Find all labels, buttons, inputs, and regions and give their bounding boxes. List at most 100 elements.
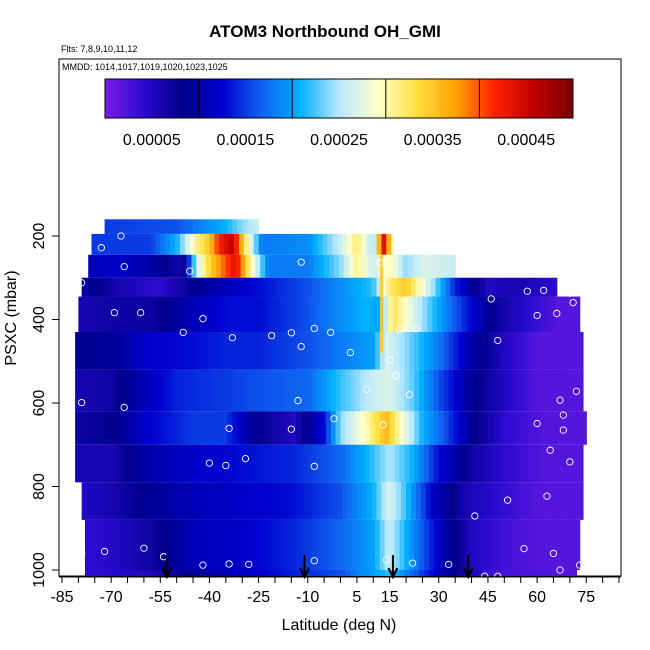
heatmap-cell — [386, 233, 392, 255]
heatmap-cell — [252, 570, 258, 576]
heatmap-cell — [433, 519, 440, 570]
heatmap-cell — [365, 332, 371, 370]
heatmap-cell — [89, 519, 96, 570]
heatmap-cell — [568, 482, 574, 520]
heatmap-cell — [332, 233, 338, 255]
heatmap-cell — [197, 219, 204, 234]
heatmap-cell — [478, 444, 484, 483]
heatmap-cell — [538, 482, 545, 520]
heatmap-cell — [527, 369, 533, 412]
sample-point — [287, 425, 295, 433]
heatmap-cell — [397, 254, 404, 278]
heatmap-cell — [207, 219, 214, 234]
heatmap-cell — [193, 519, 199, 570]
heatmap-cell — [358, 254, 365, 278]
heatmap-cell — [466, 296, 473, 333]
heatmap-cell — [75, 332, 81, 370]
sample-point — [572, 387, 581, 395]
heatmap-cell — [178, 369, 184, 412]
heatmap-cell — [360, 570, 366, 576]
heatmap-cell — [561, 369, 568, 412]
heatmap-cell — [179, 233, 186, 255]
sample-point — [539, 286, 548, 295]
heatmap-cell — [350, 519, 356, 570]
heatmap-cell — [175, 277, 181, 297]
heatmap-cell — [564, 296, 571, 333]
heatmap-cell — [94, 519, 101, 570]
heatmap-cell — [212, 519, 219, 570]
heatmap-cell — [414, 332, 420, 370]
heatmap-cell — [193, 219, 199, 234]
heatmap-cell — [392, 296, 399, 333]
heatmap-cell — [94, 444, 101, 483]
heatmap-cell — [566, 332, 573, 370]
heatmap-cell — [263, 233, 270, 255]
heatmap-cell — [502, 570, 509, 576]
heatmap-cell — [437, 296, 443, 333]
heatmap-cell — [345, 444, 351, 483]
heatmap-cell — [134, 332, 140, 370]
heatmap-cell — [215, 254, 222, 278]
heatmap-cell — [179, 277, 186, 297]
sample-point — [199, 315, 207, 323]
heatmap-cell — [561, 411, 568, 445]
heatmap-cell — [253, 277, 260, 297]
heatmap-cell — [88, 296, 94, 333]
heatmap-cell — [566, 444, 573, 483]
heatmap-cell — [487, 570, 494, 576]
heatmap-cell — [114, 444, 120, 483]
heatmap-cell — [492, 519, 499, 570]
heatmap-cell — [458, 369, 464, 412]
heatmap-cell — [139, 444, 145, 483]
heatmap-cell — [286, 444, 292, 483]
heatmap-cell — [96, 277, 102, 297]
heatmap-cell — [419, 570, 425, 576]
heatmap-cell — [109, 411, 116, 445]
heatmap-cell — [484, 277, 491, 297]
heatmap-cell — [178, 411, 184, 445]
heatmap-cell — [152, 254, 158, 278]
heatmap-cell — [455, 482, 461, 520]
sample-point — [205, 459, 214, 467]
heatmap-cell — [384, 332, 391, 370]
colorbar-tick-label: 0.00025 — [310, 132, 368, 149]
heatmap-cell — [476, 296, 482, 333]
heatmap-cell — [556, 369, 563, 412]
heatmap-cell — [234, 233, 240, 255]
heatmap-cell — [127, 296, 134, 333]
heatmap-cell — [329, 254, 335, 278]
heatmap-cell — [109, 570, 116, 576]
heatmap-cell — [384, 444, 391, 483]
heatmap-cell — [306, 411, 312, 445]
y-tick-label: 200 — [31, 223, 48, 250]
heatmap-cell — [112, 254, 119, 278]
colorbar-tick-label: 0.00035 — [404, 132, 462, 149]
heatmap-cell — [161, 296, 168, 333]
heatmap-cell — [119, 219, 125, 234]
heatmap-cell — [247, 332, 253, 370]
heatmap-cell — [288, 277, 294, 297]
heatmap-cell — [340, 444, 347, 483]
heatmap-cell — [296, 570, 302, 576]
sample-point — [110, 308, 119, 317]
heatmap-cell — [548, 482, 555, 520]
heatmap-cell — [422, 254, 428, 278]
heatmap-cell — [263, 277, 270, 297]
heatmap-cell — [256, 332, 263, 370]
heatmap-cell — [260, 254, 266, 278]
heatmap-cell — [502, 519, 509, 570]
heatmap-cell — [139, 519, 145, 570]
heatmap-cell — [253, 482, 260, 520]
heatmap-cell — [120, 482, 127, 520]
heatmap-cell — [84, 519, 91, 570]
heatmap-cell — [292, 482, 299, 520]
heatmap-cell — [483, 411, 489, 445]
heatmap-cell — [437, 254, 443, 278]
sample-point — [179, 328, 187, 337]
heatmap-cell — [512, 444, 519, 483]
heatmap-cell — [327, 233, 333, 255]
heatmap-cell — [433, 570, 440, 576]
heatmap-cell — [119, 570, 125, 576]
heatmap-cell — [409, 519, 415, 570]
heatmap-cell — [330, 411, 337, 445]
